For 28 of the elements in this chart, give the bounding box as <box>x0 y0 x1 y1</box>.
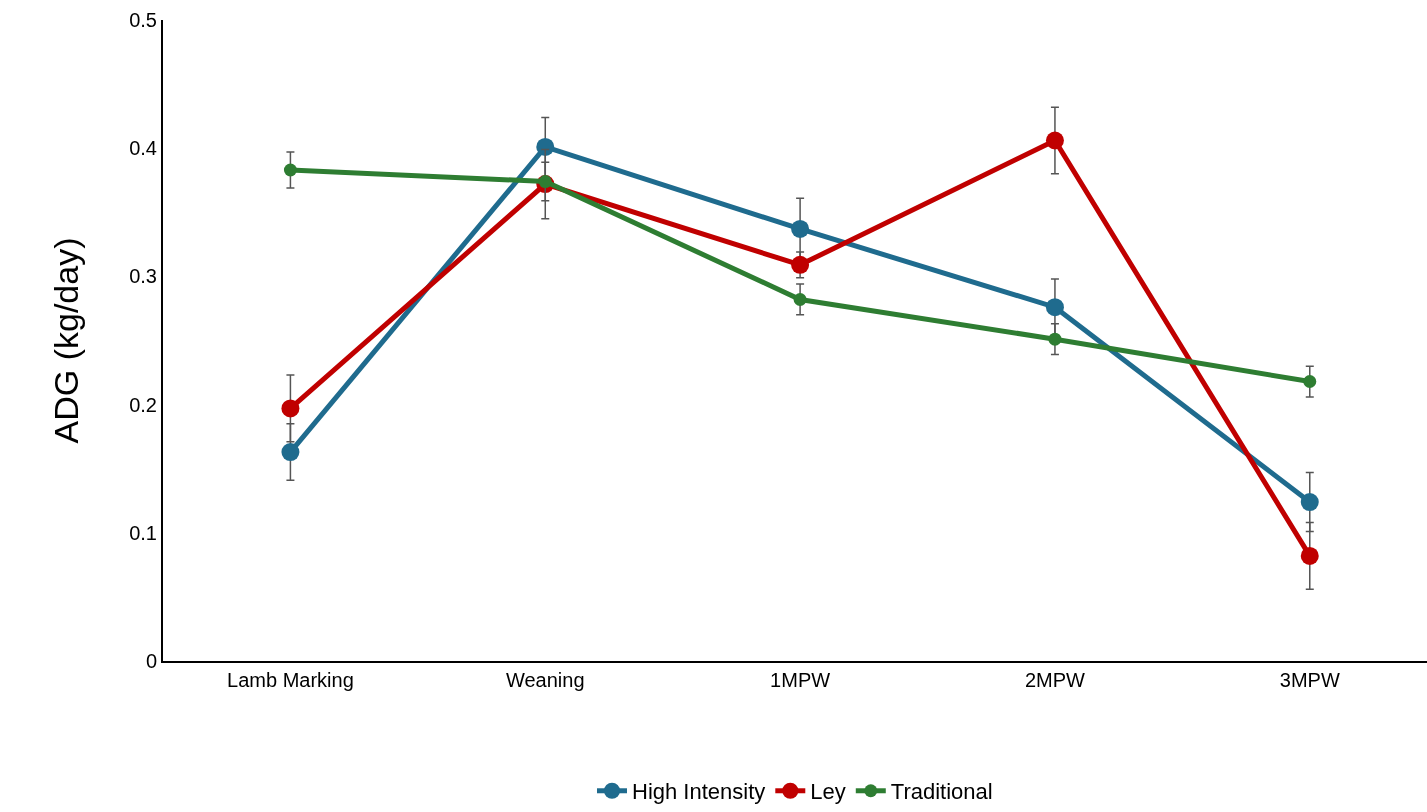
point <box>1303 375 1317 389</box>
y-tick-label: 0.3 <box>129 265 157 288</box>
legend-label: High Intensity <box>632 779 766 805</box>
legend-label: Ley <box>810 779 846 805</box>
point <box>536 137 555 156</box>
x-tick-label: 1MPW <box>770 669 831 691</box>
x-tick-label: 2MPW <box>1024 669 1086 691</box>
point <box>1048 332 1062 346</box>
point <box>281 399 300 418</box>
point <box>791 255 810 274</box>
y-tick-label: 0.5 <box>129 9 157 31</box>
point <box>1300 493 1319 512</box>
point <box>793 292 807 306</box>
legend-label: Traditional <box>890 779 993 805</box>
y-tick-label: 0 <box>145 650 157 672</box>
x-tick-label: Lamb Marking <box>227 669 354 691</box>
y-axis-title: ADG (kg/day) <box>47 237 86 444</box>
y-tick-label: 0.2 <box>129 393 157 416</box>
y-tick-label: 0.4 <box>129 137 157 160</box>
point <box>1045 131 1064 150</box>
y-tick-label: 0.1 <box>129 521 157 544</box>
point <box>283 163 297 177</box>
point <box>1300 546 1319 565</box>
point <box>281 443 300 462</box>
x-tick-label: Weaning <box>505 669 585 691</box>
point <box>791 219 810 238</box>
x-tick-label: 3MPW <box>1279 669 1340 691</box>
point <box>1045 298 1064 317</box>
